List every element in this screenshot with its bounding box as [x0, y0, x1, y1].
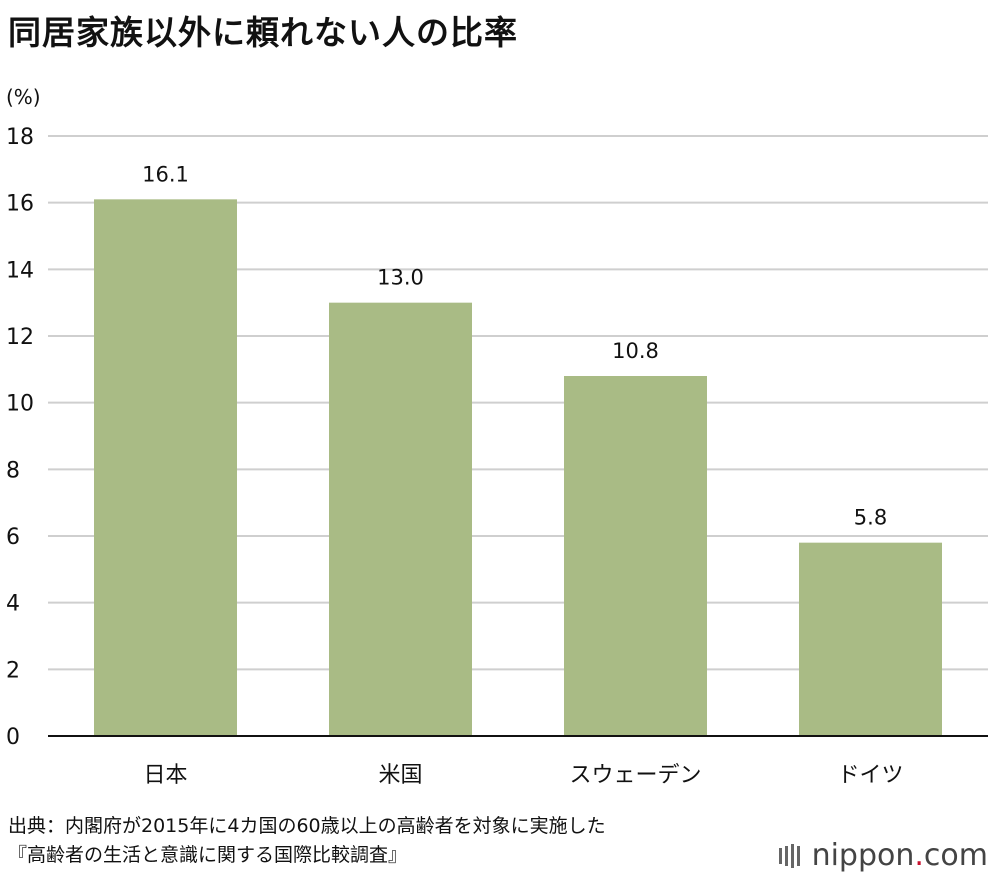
- data-label: 16.1: [142, 162, 189, 186]
- y-tick-label: 16: [6, 192, 34, 217]
- source-note: 出典：内閣府が2015年に4カ国の60歳以上の高齢者を対象に実施した 『高齢者の…: [8, 812, 606, 870]
- logo-suffix: com: [923, 838, 988, 873]
- bar: [329, 302, 472, 736]
- y-tick-label: 0: [6, 725, 20, 750]
- logo-name: nippon: [811, 838, 915, 873]
- x-tick-label: スウェーデン: [569, 763, 701, 788]
- y-tick-label: 18: [6, 125, 34, 150]
- bar: [799, 542, 942, 736]
- logo-bars-icon: [778, 843, 800, 868]
- bar: [94, 199, 237, 737]
- y-tick-label: 2: [6, 658, 20, 683]
- source-line-1: 出典：内閣府が2015年に4カ国の60歳以上の高齢者を対象に実施した: [8, 815, 606, 837]
- x-tick-label: ドイツ: [837, 763, 903, 788]
- data-label: 10.8: [612, 339, 659, 363]
- y-tick-label: 12: [6, 325, 34, 350]
- logo-dot: .: [914, 838, 924, 873]
- x-tick-label: 日本: [143, 763, 187, 788]
- y-tick-label: 8: [6, 458, 20, 483]
- x-tick-label: 米国: [378, 763, 422, 788]
- bar: [564, 376, 707, 736]
- source-line-2: 『高齢者の生活と意識に関する国際比較調査』: [8, 844, 408, 866]
- chart-title: 同居家族以外に頼れない人の比率: [8, 13, 518, 52]
- data-label: 5.8: [854, 506, 887, 530]
- bar-chart: (%) 0 2 4 6 8 10 12 14 16 18 16.1 日本 13.0 米国 10.8 スウェーデン…: [6, 85, 988, 788]
- data-label: 13.0: [377, 266, 424, 290]
- nippon-com-logo: nippon. com: [778, 838, 988, 873]
- y-tick-label: 10: [6, 392, 34, 417]
- y-tick-label: 6: [6, 525, 20, 550]
- y-axis-unit-label: (%): [6, 85, 41, 109]
- y-tick-label: 14: [6, 258, 34, 283]
- y-tick-label: 4: [6, 592, 20, 617]
